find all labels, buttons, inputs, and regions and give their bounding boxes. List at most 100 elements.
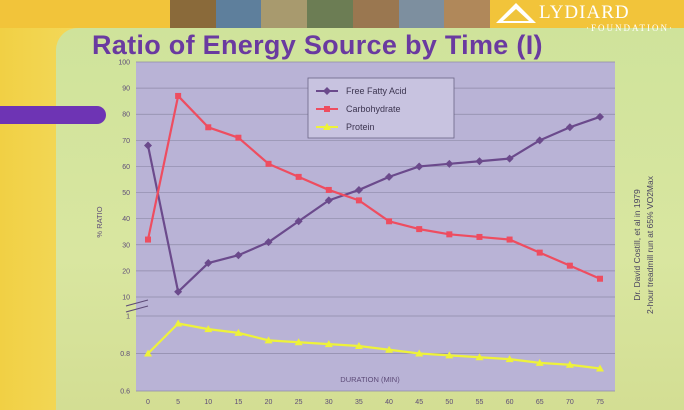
data-point [475,353,484,361]
y-tick-label: 70 [122,138,130,145]
data-point [506,236,513,243]
pointer-tab [0,106,106,124]
data-point [295,173,302,180]
data-point [596,112,604,121]
data-point [445,159,454,168]
x-tick-label: 45 [415,399,423,406]
photo-tile [444,0,491,28]
y-axis-label: % RATIO [95,206,104,237]
y-tick-label: 30 [122,242,130,249]
source-note-line1: Dr. David Costill, et al in 1979 [632,189,642,301]
x-tick-label: 35 [355,399,363,406]
data-point [446,231,453,238]
x-tick-label: 5 [176,399,180,406]
photo-tile [261,0,308,28]
data-point [234,251,243,260]
data-point [294,217,303,226]
data-point [565,123,574,132]
legend-label: Protein [346,122,375,132]
x-tick-label: 70 [566,399,574,406]
x-axis-label: DURATION (MIN) [340,375,400,384]
data-point [476,233,483,240]
y-tick-label: 1 [126,314,130,321]
data-point [536,249,543,256]
y-tick-label: 40 [122,216,130,223]
axis-break-mark [125,305,149,313]
y-tick-label: 0.6 [120,389,130,396]
data-point [415,162,424,171]
data-point [294,338,303,346]
legend: Free Fatty Acid Carbohydrate Protein [307,77,455,139]
x-tick-label: 15 [235,399,243,406]
x-tick-label: 25 [295,399,303,406]
axis-break-mark [125,299,149,307]
photo-tile [352,0,399,28]
photo-strip [170,0,491,28]
legend-marker [323,123,331,130]
y-tick-label: 80 [122,112,130,119]
data-point [145,236,151,243]
data-point [355,197,362,204]
data-point [596,364,604,372]
data-point [565,360,574,368]
logo-name: LYDIARD [539,2,630,23]
legend-marker [324,106,330,112]
x-tick-label: 50 [445,399,453,406]
y-tick-label: 20 [122,268,130,275]
logo-triangle-icon [496,3,536,23]
legend-label: Free Fatty Acid [346,86,407,96]
data-point [175,92,182,99]
data-point [535,358,544,366]
x-tick-label: 75 [596,399,604,406]
x-tick-label: 40 [385,399,393,406]
data-point [416,226,423,233]
photo-tile [307,0,353,28]
x-tick-label: 0 [146,399,150,406]
data-point [204,325,213,333]
data-point [385,345,394,353]
data-point [566,262,573,269]
y-tick-label: 90 [122,86,130,93]
photo-tile [170,0,216,28]
data-point [264,336,273,344]
y-tick-label: 100 [118,60,130,67]
data-point [354,185,363,194]
data-point [204,259,213,268]
data-point [415,349,424,357]
photo-tile [215,0,262,28]
legend-label: Carbohydrate [346,104,401,114]
y-tick-label: 10 [122,295,130,302]
data-point [505,154,514,163]
data-point [354,342,363,349]
data-point [475,157,484,166]
logo-subtitle: ·FOUNDATION· [586,23,674,33]
data-point [234,328,243,336]
data-point [174,319,183,327]
data-point [386,218,393,225]
data-point [324,196,333,205]
data-point [235,134,242,141]
data-point [385,172,394,181]
x-tick-label: 60 [506,399,514,406]
x-tick-label: 30 [325,399,333,406]
y-tick-label: 60 [122,164,130,171]
data-point [144,141,152,150]
data-point [174,287,183,296]
x-tick-label: 10 [204,399,212,406]
data-point [505,355,514,363]
series-line-0 [146,115,601,293]
x-tick-label: 20 [265,399,273,406]
data-point [264,238,273,247]
data-point [535,136,544,145]
data-point [324,340,333,348]
y-tick-label: 0.8 [120,351,130,358]
photo-tile [398,0,445,28]
data-point [265,160,272,167]
axis-break [125,299,149,313]
source-note-line2: 2-hour treadmill run at 65% VO2Max [645,175,655,314]
data-point [144,349,152,357]
series-line-1 [146,94,601,280]
y-tick-label: 50 [122,190,130,197]
series-line-2 [147,322,601,370]
